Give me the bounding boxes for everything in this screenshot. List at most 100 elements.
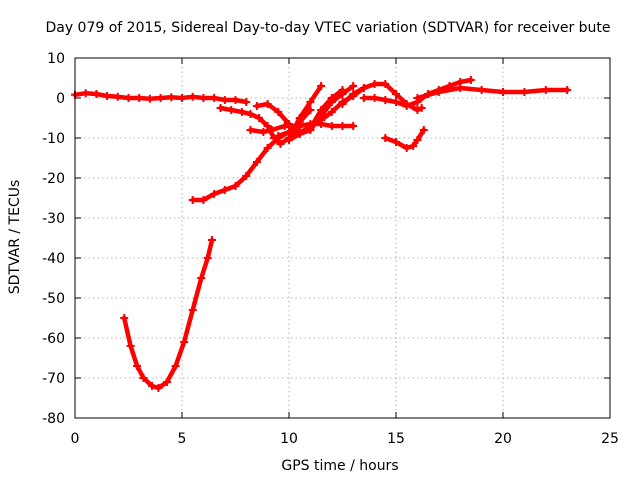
- data-point: [246, 110, 255, 118]
- data-point: [267, 126, 276, 134]
- data-series: [71, 76, 572, 392]
- data-point: [359, 94, 368, 102]
- data-point: [263, 100, 272, 108]
- data-point: [203, 254, 212, 262]
- data-point: [280, 122, 289, 130]
- data-point: [220, 96, 229, 104]
- data-point: [349, 82, 358, 90]
- data-point: [220, 186, 229, 194]
- data-point: [259, 128, 268, 136]
- data-point: [126, 342, 135, 350]
- series-track-rising-long: [188, 106, 315, 204]
- data-point: [163, 378, 172, 386]
- y-tick-label: -50: [42, 291, 65, 307]
- data-point: [148, 382, 157, 390]
- data-point: [210, 94, 219, 102]
- data-point: [263, 122, 272, 130]
- plot-frame: [74, 57, 611, 419]
- x-tick-label: 25: [601, 431, 619, 447]
- series-track-low-bump: [381, 126, 428, 152]
- data-point: [295, 122, 304, 130]
- data-point: [413, 136, 422, 144]
- data-point: [252, 158, 261, 166]
- data-point: [207, 236, 216, 244]
- data-point: [392, 138, 400, 146]
- data-point: [188, 306, 197, 314]
- data-point: [227, 106, 236, 114]
- data-point: [317, 82, 326, 90]
- data-point: [466, 76, 475, 84]
- series-track-right-flat: [413, 84, 572, 102]
- data-point: [306, 120, 315, 128]
- grid-lines: [75, 58, 610, 418]
- data-point: [216, 104, 225, 112]
- data-point: [338, 122, 347, 130]
- series-track-hump: [338, 80, 426, 114]
- y-axis-label: SDTVAR / TECUs: [7, 180, 23, 295]
- data-point: [188, 196, 197, 204]
- data-point: [270, 134, 279, 142]
- data-point: [499, 88, 507, 96]
- data-point: [255, 114, 264, 122]
- data-point: [210, 190, 219, 198]
- data-point: [541, 86, 550, 94]
- y-tick-label: 10: [47, 51, 65, 67]
- data-point: [188, 92, 197, 101]
- data-point: [349, 90, 358, 98]
- data-point: [295, 114, 304, 122]
- data-point: [133, 362, 142, 370]
- data-point: [392, 90, 400, 98]
- data-point: [338, 90, 347, 98]
- series-track-near-zero: [71, 89, 251, 106]
- data-point: [402, 102, 411, 110]
- chart-title: Day 079 of 2015, Sidereal Day-to-day VTE…: [45, 20, 610, 36]
- y-tick-label: -80: [42, 411, 65, 427]
- data-point: [167, 93, 176, 102]
- data-point: [231, 96, 240, 104]
- data-point: [317, 120, 326, 128]
- data-point: [180, 338, 189, 346]
- data-point: [178, 94, 186, 102]
- data-point: [124, 94, 133, 102]
- series-track-u-curve: [120, 236, 216, 392]
- data-point: [359, 84, 368, 92]
- data-point: [199, 196, 208, 204]
- data-point: [103, 92, 112, 100]
- data-point: [456, 84, 465, 92]
- data-point: [381, 80, 390, 88]
- data-point: [285, 136, 293, 144]
- data-point: [145, 94, 154, 103]
- data-point: [81, 89, 90, 98]
- data-point: [246, 126, 255, 134]
- y-tick-label: -10: [42, 131, 65, 147]
- data-point: [242, 98, 251, 106]
- y-tick-label: -70: [42, 371, 65, 387]
- data-point: [285, 128, 293, 136]
- data-point: [237, 108, 246, 116]
- data-point: [370, 80, 379, 88]
- x-tick-label: 10: [280, 431, 298, 447]
- data-point: [381, 134, 390, 142]
- data-point: [409, 142, 418, 150]
- data-point: [349, 122, 358, 130]
- data-point: [199, 94, 208, 102]
- data-point: [156, 94, 165, 102]
- data-point: [263, 144, 272, 152]
- data-point: [381, 96, 390, 104]
- y-tick-label: -30: [42, 211, 65, 227]
- y-tick-label: 0: [56, 91, 65, 107]
- x-tick-label: 20: [494, 431, 512, 447]
- data-point: [413, 106, 422, 114]
- data-point: [402, 144, 411, 152]
- data-point: [120, 314, 129, 322]
- data-point: [327, 98, 336, 106]
- data-point: [295, 130, 304, 138]
- series-track-mid-flat: [246, 120, 358, 136]
- x-tick-label: 0: [71, 431, 80, 447]
- data-point: [392, 98, 400, 106]
- data-point: [92, 90, 101, 98]
- y-tick-label: -60: [42, 331, 65, 347]
- data-point: [520, 88, 529, 96]
- data-point: [306, 98, 315, 106]
